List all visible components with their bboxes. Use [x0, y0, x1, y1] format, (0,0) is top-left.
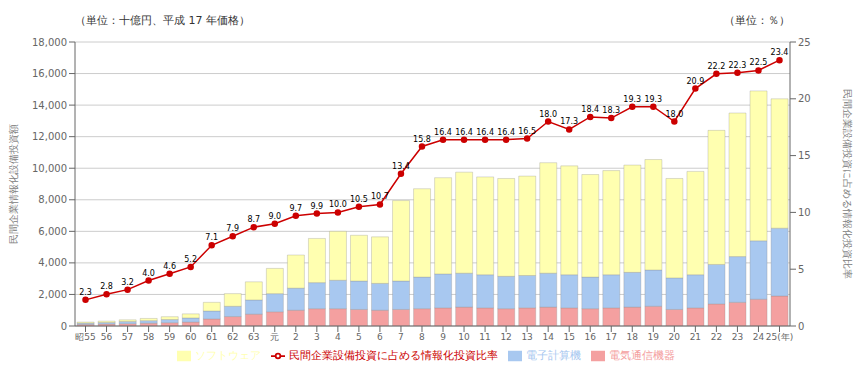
svg-text:9.7: 9.7	[289, 204, 302, 213]
svg-text:元: 元	[270, 332, 279, 342]
svg-text:16.5: 16.5	[518, 127, 536, 136]
svg-text:16: 16	[584, 332, 596, 342]
svg-text:2: 2	[293, 332, 299, 342]
svg-text:16.4: 16.4	[434, 128, 452, 137]
svg-text:21: 21	[690, 332, 701, 342]
svg-text:16.4: 16.4	[455, 128, 473, 137]
svg-text:6: 6	[377, 332, 383, 342]
svg-text:22.3: 22.3	[729, 61, 747, 70]
svg-text:2.8: 2.8	[100, 282, 113, 291]
svg-text:16,000: 16,000	[32, 68, 67, 79]
svg-text:22.2: 22.2	[707, 62, 725, 71]
svg-text:10.5: 10.5	[350, 195, 368, 204]
html-text:（単位：％）: （単位：％）	[724, 14, 790, 27]
svg-text:23: 23	[732, 332, 743, 342]
svg-text:2,000: 2,000	[38, 289, 67, 300]
svg-text:4.0: 4.0	[142, 269, 155, 278]
svg-text:58: 58	[143, 332, 155, 342]
svg-text:10: 10	[458, 332, 470, 342]
svg-text:16.4: 16.4	[476, 128, 494, 137]
svg-text:8.7: 8.7	[247, 215, 260, 224]
svg-text:4.6: 4.6	[163, 262, 176, 271]
svg-text:13: 13	[521, 332, 532, 342]
svg-text:25(年): 25(年)	[766, 332, 793, 342]
svg-text:22: 22	[711, 332, 722, 342]
svg-text:25: 25	[798, 37, 811, 48]
svg-text:19.3: 19.3	[644, 95, 662, 104]
svg-text:5: 5	[798, 264, 804, 275]
svg-text:15.8: 15.8	[413, 135, 431, 144]
html-text:電子計算機: 電子計算機	[525, 349, 581, 362]
svg-text:20.9: 20.9	[686, 77, 704, 86]
svg-text:11: 11	[479, 332, 490, 342]
svg-text:18.0: 18.0	[539, 110, 557, 119]
svg-text:9.0: 9.0	[268, 212, 281, 221]
svg-text:12,000: 12,000	[32, 131, 67, 142]
html-text:電気通信機器: 電気通信機器	[608, 349, 675, 362]
svg-text:17: 17	[606, 332, 617, 342]
svg-text:10,000: 10,000	[32, 163, 67, 174]
html-text:（単位：十億円、平成 17 年価格）: （単位：十億円、平成 17 年価格）	[75, 14, 250, 27]
svg-text:18,000: 18,000	[32, 37, 67, 48]
svg-text:8,000: 8,000	[38, 194, 67, 205]
svg-text:18.4: 18.4	[581, 105, 599, 114]
svg-text:8: 8	[419, 332, 425, 342]
svg-text:20: 20	[669, 332, 681, 342]
svg-text:57: 57	[122, 332, 133, 342]
svg-text:15: 15	[798, 150, 811, 161]
svg-text:5.2: 5.2	[184, 255, 197, 264]
svg-text:16.4: 16.4	[497, 128, 515, 137]
svg-text:4: 4	[335, 332, 341, 342]
svg-text:59: 59	[164, 332, 176, 342]
svg-text:15: 15	[563, 332, 574, 342]
svg-text:3.2: 3.2	[121, 278, 134, 287]
svg-text:18.0: 18.0	[665, 110, 683, 119]
svg-text:17.3: 17.3	[560, 117, 578, 126]
svg-text:62: 62	[227, 332, 238, 342]
svg-text:9: 9	[440, 332, 446, 342]
svg-text:14,000: 14,000	[32, 100, 67, 111]
svg-text:5: 5	[356, 332, 362, 342]
svg-text:10.0: 10.0	[329, 200, 347, 209]
svg-text:6,000: 6,000	[38, 226, 67, 237]
svg-text:0: 0	[798, 321, 804, 332]
svg-text:56: 56	[101, 332, 113, 342]
svg-text:63: 63	[248, 332, 259, 342]
svg-text:2.3: 2.3	[79, 288, 92, 297]
svg-text:7: 7	[398, 332, 404, 342]
svg-text:0: 0	[61, 321, 67, 332]
svg-text:7.9: 7.9	[226, 224, 239, 233]
svg-text:20: 20	[798, 93, 811, 104]
svg-text:民間企業情報化設備投資額: 民間企業情報化設備投資額	[8, 124, 19, 244]
svg-text:7.1: 7.1	[205, 233, 218, 242]
svg-text:13.4: 13.4	[392, 162, 410, 171]
svg-text:18.3: 18.3	[602, 106, 620, 115]
svg-text:10: 10	[798, 207, 811, 218]
svg-text:18: 18	[627, 332, 639, 342]
svg-text:14: 14	[542, 332, 554, 342]
svg-text:昭55: 昭55	[75, 332, 95, 342]
svg-text:民間企業設備投資に占める情報化投資比率: 民間企業設備投資に占める情報化投資比率	[842, 89, 853, 279]
svg-text:10.7: 10.7	[371, 192, 389, 201]
svg-text:24: 24	[753, 332, 765, 342]
svg-text:61: 61	[206, 332, 217, 342]
svg-text:60: 60	[185, 332, 197, 342]
svg-text:9.9: 9.9	[310, 202, 323, 211]
svg-text:22.5: 22.5	[750, 58, 768, 67]
svg-text:19: 19	[648, 332, 660, 342]
svg-text:19.3: 19.3	[623, 95, 641, 104]
svg-text:4,000: 4,000	[38, 257, 67, 268]
html-text:ソフトウェア: ソフトウェア	[194, 349, 261, 362]
svg-text:23.4: 23.4	[771, 48, 789, 57]
html-text:民間企業設備投資に占める情報化投資比率: 民間企業設備投資に占める情報化投資比率	[288, 349, 498, 362]
svg-text:12: 12	[500, 332, 511, 342]
svg-text:3: 3	[314, 332, 320, 342]
